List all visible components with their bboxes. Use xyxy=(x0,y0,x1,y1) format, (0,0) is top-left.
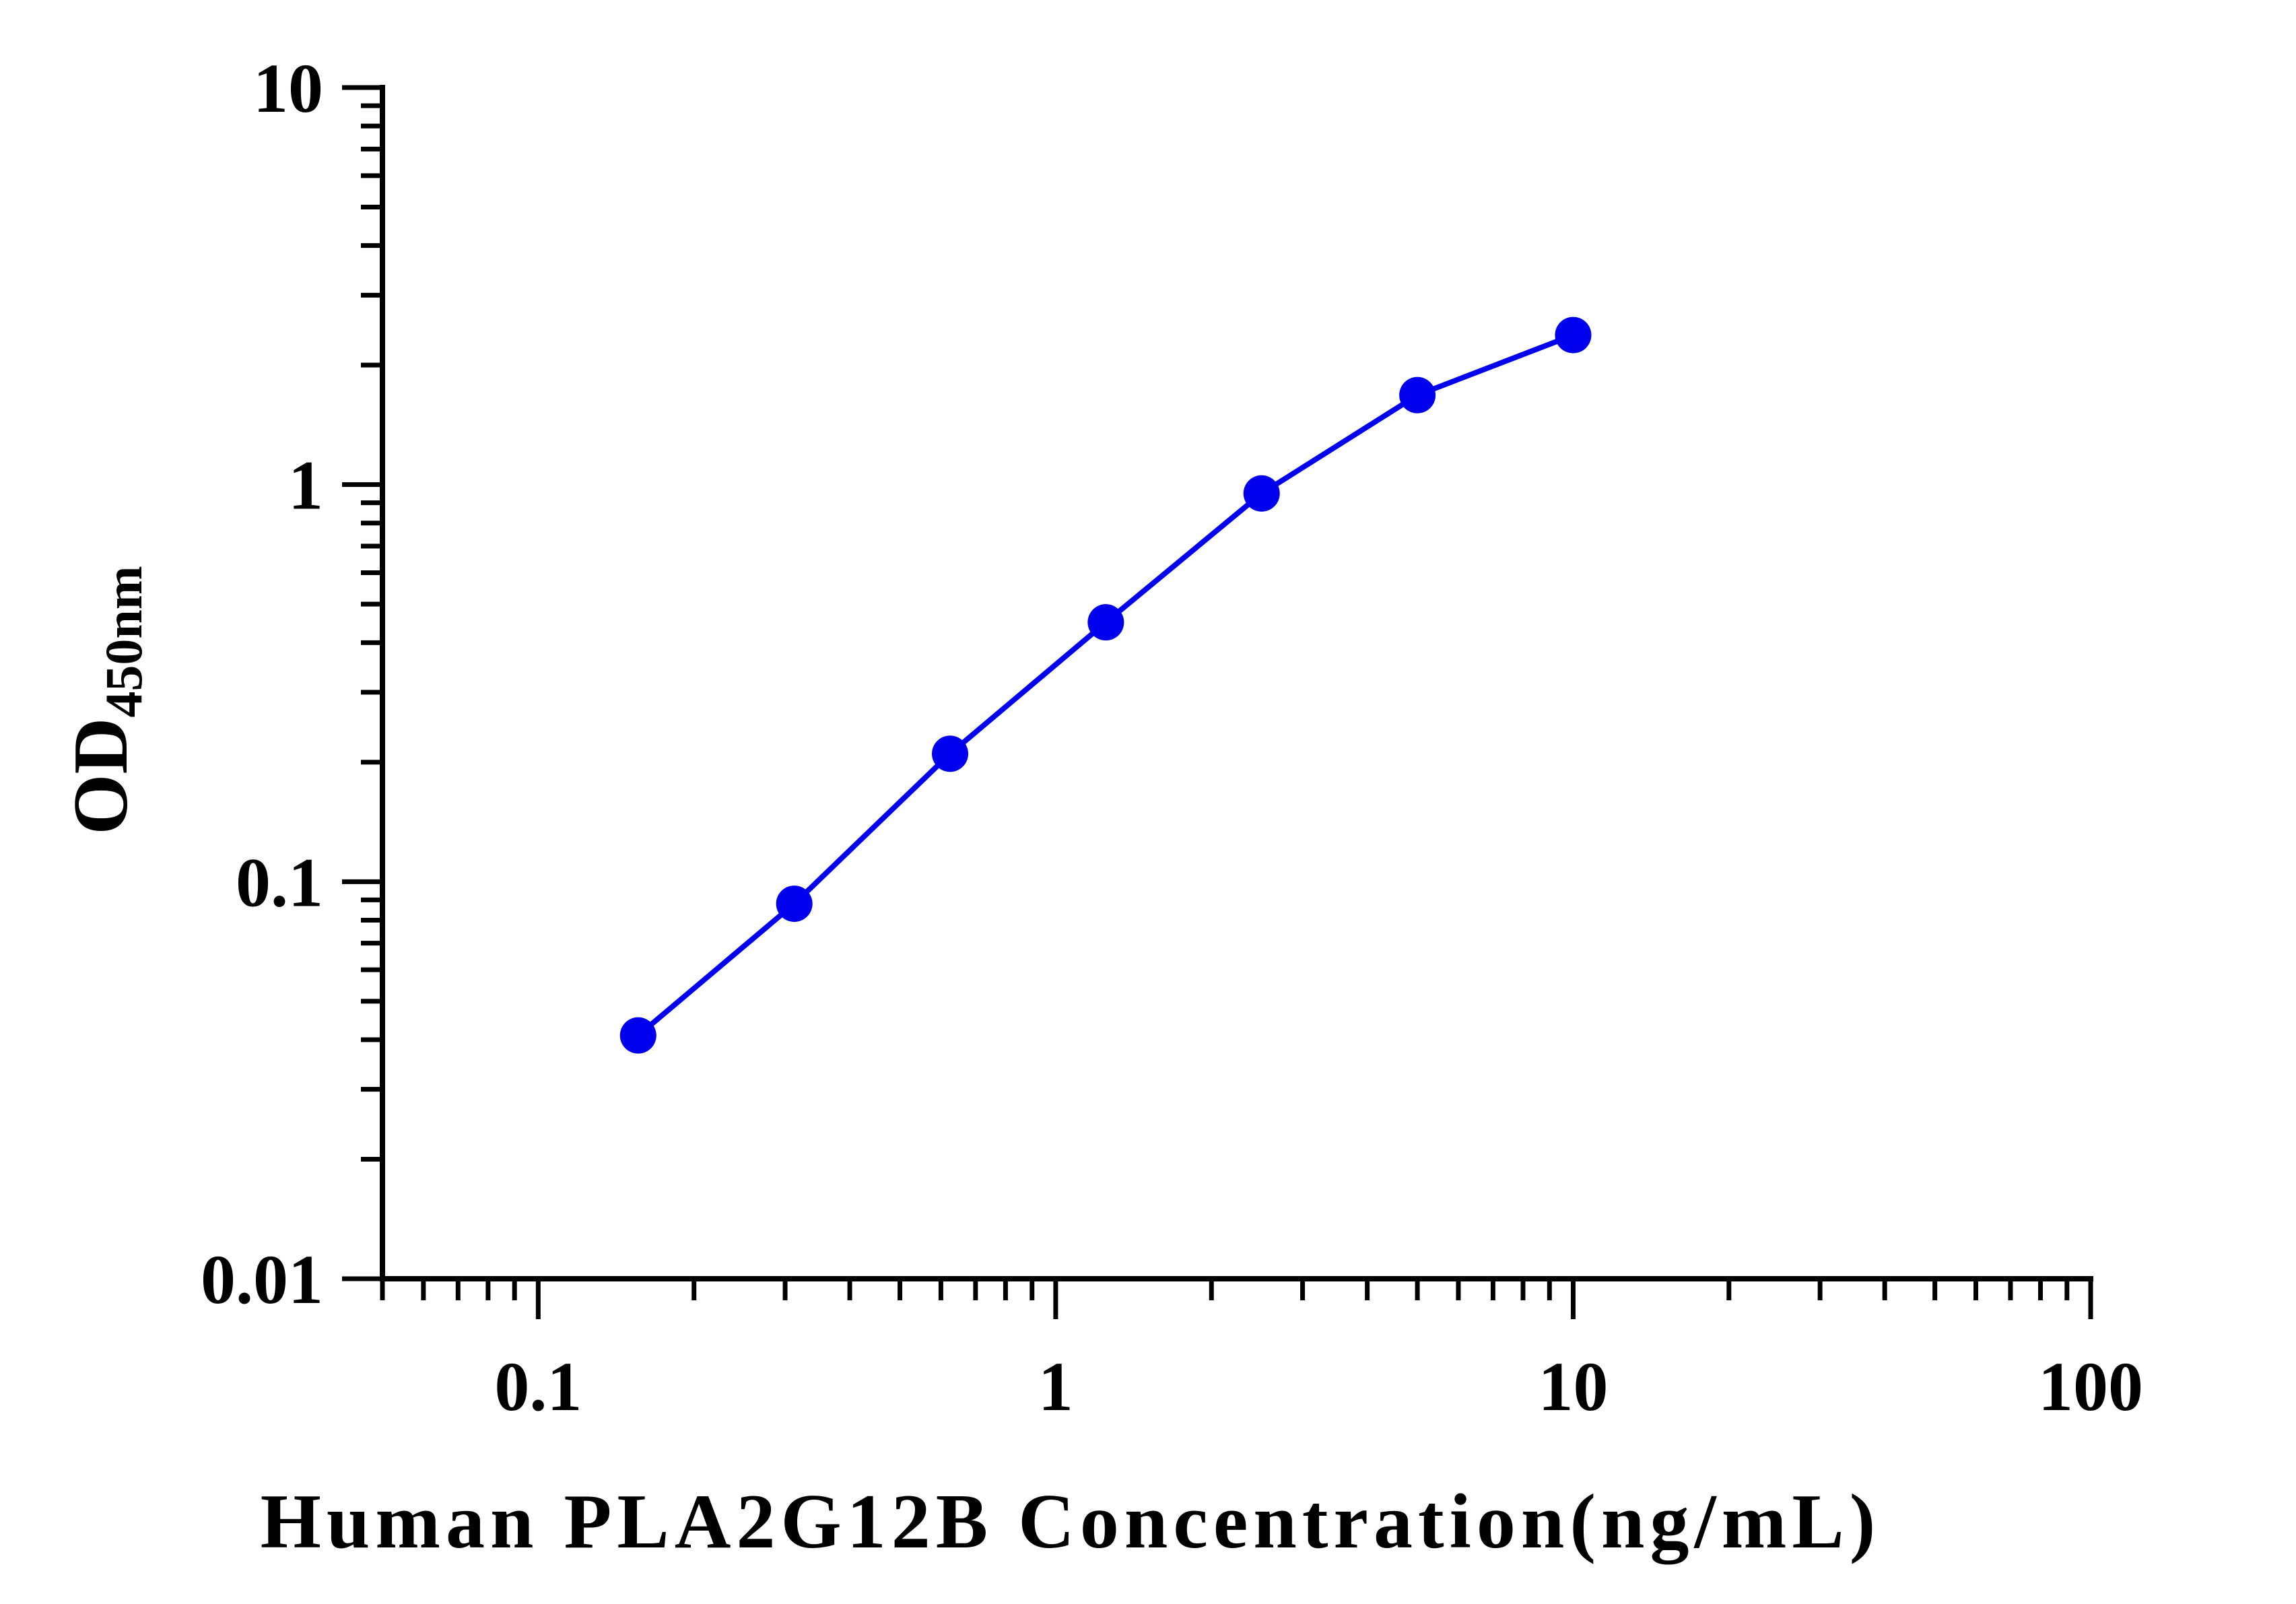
y-axis-ticks xyxy=(342,85,382,1281)
x-tick-label: 1 xyxy=(1038,1348,1073,1426)
y-tick-label: 0.01 xyxy=(201,1241,323,1318)
y-axis-label-main: OD xyxy=(58,718,144,835)
y-tick-label: 0.1 xyxy=(236,844,323,921)
y-tick-labels: 0.01 0.1 1 10 xyxy=(201,50,323,1318)
y-tick-label: 10 xyxy=(253,50,323,127)
x-tick-labels: 0.1 1 10 100 xyxy=(494,1348,2143,1426)
x-tick-label: 100 xyxy=(2038,1348,2143,1426)
x-axis-ticks xyxy=(380,1279,2093,1319)
data-point xyxy=(619,1017,656,1054)
data-point xyxy=(1555,316,1592,354)
data-point xyxy=(776,885,813,923)
data-point xyxy=(1399,376,1436,413)
data-point xyxy=(1243,475,1280,512)
data-point xyxy=(1087,604,1124,641)
x-tick-label: 10 xyxy=(1538,1348,1608,1426)
series-line xyxy=(636,332,1574,1038)
y-tick-label: 1 xyxy=(288,447,323,525)
data-point xyxy=(932,735,969,772)
series-group xyxy=(619,316,1592,1054)
x-axis-label: Human PLA2G12B Concentration(ng/mL) xyxy=(261,1479,1881,1565)
y-axis-label: OD450nm xyxy=(58,566,153,834)
x-tick-label: 0.1 xyxy=(494,1348,582,1426)
y-axis-label-subscript: 450nm xyxy=(94,566,153,717)
